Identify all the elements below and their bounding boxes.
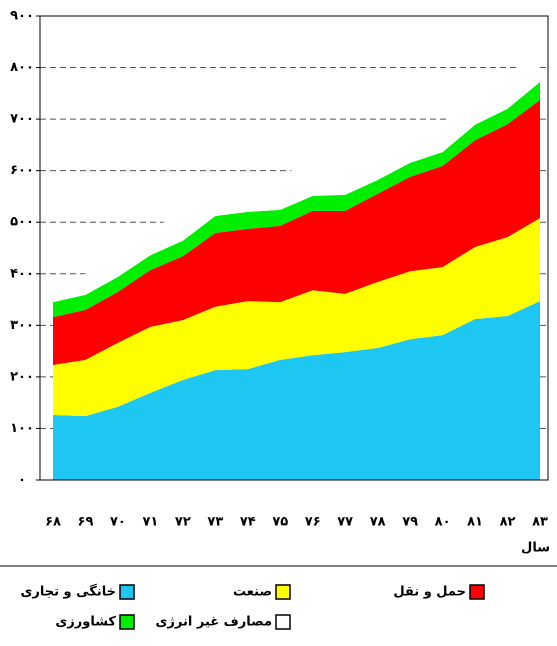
x-tick-label: ۷۲ — [175, 515, 191, 530]
area — [53, 218, 540, 417]
legend-swatch — [119, 614, 135, 630]
legend: خانگی و تجاری صنعت حمل و نقل کشاورزی مصارف غ… — [20, 584, 485, 630]
legend-label: حمل و نقل — [393, 585, 466, 600]
y-tick-label: ۳۰۰ — [10, 318, 34, 333]
y-tick-label: ۸۰۰ — [10, 60, 34, 75]
x-tick-label: ۷۴ — [240, 515, 256, 530]
areas — [53, 46, 540, 480]
x-tick-label: ۷۳ — [207, 515, 223, 530]
x-tick-label: ۸۳ — [532, 515, 548, 530]
legend-swatch — [275, 584, 291, 600]
area — [53, 46, 540, 303]
area — [53, 301, 540, 480]
legend-swatch — [275, 614, 291, 630]
y-tick-label: ۵۰۰ — [10, 215, 34, 230]
x-tick-label: ۷۸ — [370, 515, 386, 530]
legend-label: خانگی و تجاری — [20, 584, 116, 600]
x-tick-label: ۸۲ — [500, 515, 516, 530]
x-tick-label: ۷۷ — [337, 515, 353, 530]
x-tick-label: ۷۵ — [272, 515, 288, 530]
x-tick-label: ۶۸ — [45, 515, 61, 530]
legend-label: کشاورزی — [55, 615, 116, 630]
x-tick-label: ۸۰ — [435, 515, 451, 530]
y-tick-label: ۶۰۰ — [10, 163, 34, 178]
x-tick-label: ۷۱ — [142, 515, 158, 530]
x-tick-label: ۷۹ — [402, 515, 418, 530]
x-axis-label: سال — [521, 541, 550, 556]
x-tick-label: ۷۶ — [305, 515, 321, 530]
x-tick-label: ۷۰ — [110, 515, 126, 530]
x-tick-label: ۶۹ — [78, 515, 94, 530]
legend-label: صنعت — [233, 585, 272, 600]
y-tick-label: ۱۰۰ — [10, 421, 34, 436]
y-tick-label: ۰ — [18, 473, 26, 488]
y-tick-label: ۲۰۰ — [10, 369, 34, 384]
legend-label: مصارف غیر انرژی — [156, 615, 272, 630]
y-tick-label: ۷۰۰ — [10, 112, 34, 127]
legend-swatch — [469, 584, 485, 600]
y-tick-label: ۹۰۰ — [10, 9, 34, 24]
y-tick-label: ۴۰۰ — [10, 266, 34, 281]
plot-frame — [39, 15, 549, 481]
area — [53, 100, 540, 366]
legend-swatch — [119, 584, 135, 600]
axes: ۰ ۱۰۰ ۲۰۰ ۳۰۰ ۴۰۰ ۵۰۰ ۶۰۰ ۷۰۰ ۸۰۰ ۹۰۰ ۶۸ ۶۹ ۷۰ ۷۱ ۷۲ ۷۳… — [10, 9, 549, 530]
area — [53, 81, 540, 318]
x-tick-label: ۸۱ — [467, 515, 483, 530]
